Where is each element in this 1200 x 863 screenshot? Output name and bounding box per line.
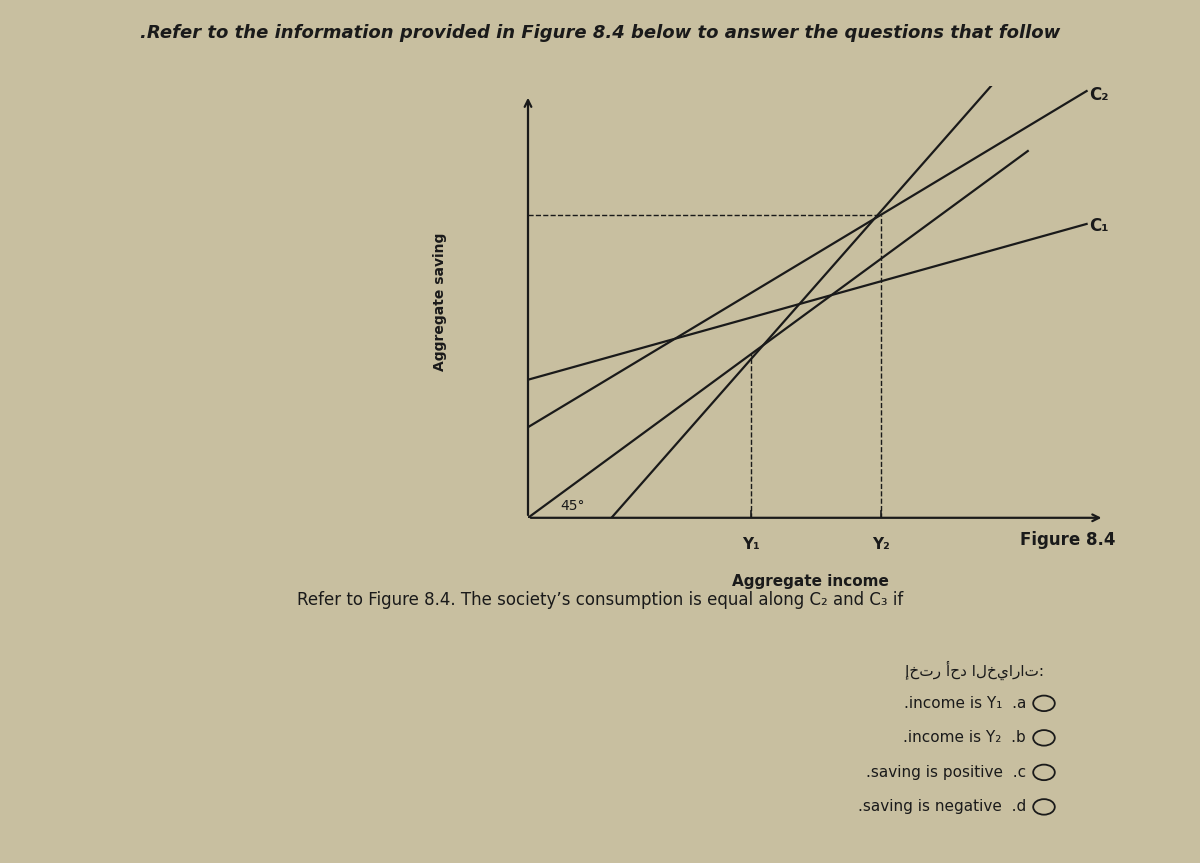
Text: 45°: 45° [560, 499, 584, 513]
Text: Figure 8.4: Figure 8.4 [1020, 531, 1116, 549]
Text: Aggregate saving: Aggregate saving [433, 233, 446, 371]
Text: C₁: C₁ [1090, 217, 1109, 235]
Text: C₂: C₂ [1090, 85, 1109, 104]
Text: Y₂: Y₂ [872, 537, 889, 552]
Text: .saving is negative  .d: .saving is negative .d [858, 799, 1026, 815]
Text: Y₁: Y₁ [743, 537, 761, 552]
Text: .income is Y₁  .a: .income is Y₁ .a [904, 696, 1026, 711]
Text: .saving is positive  .c: .saving is positive .c [866, 765, 1026, 780]
Text: .income is Y₂  .b: .income is Y₂ .b [904, 730, 1026, 746]
Text: Refer to Figure 8.4. The society’s consumption is equal along C₂ and C₃ if: Refer to Figure 8.4. The society’s consu… [296, 591, 904, 609]
Text: Aggregate income: Aggregate income [732, 574, 889, 589]
Text: .Refer to the information provided in Figure 8.4 below to answer the questions t: .Refer to the information provided in Fi… [140, 24, 1060, 42]
Text: إختر أحد الخيارات:: إختر أحد الخيارات: [905, 660, 1044, 679]
